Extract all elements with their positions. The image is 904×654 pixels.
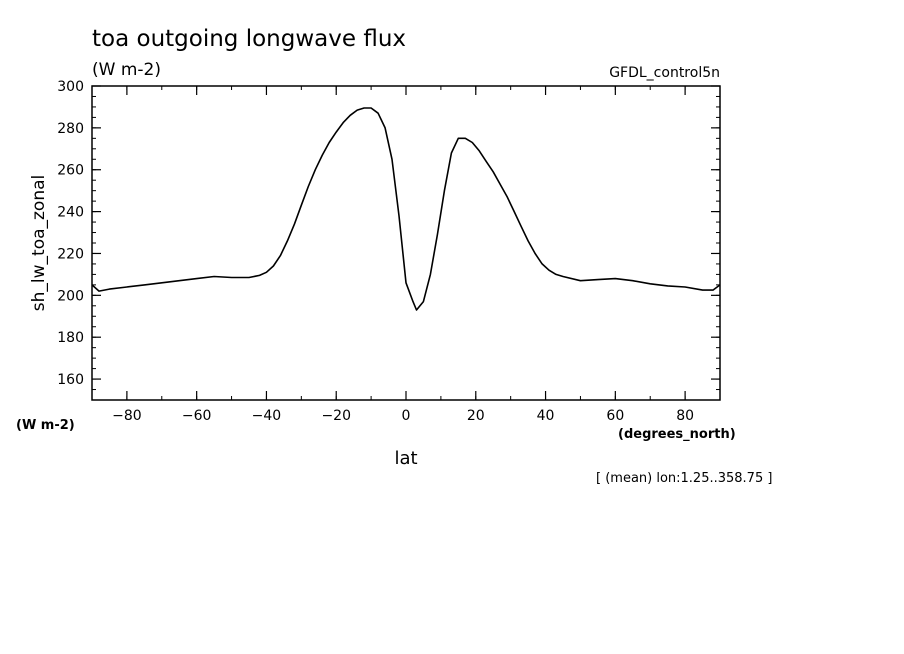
y-tick-label: 180 xyxy=(57,330,84,346)
y-ticks: 160 180 200 220 240 260 280 300 xyxy=(57,79,720,401)
x-ticks: −80 −60 −40 −20 0 20 40 60 80 xyxy=(91,86,721,424)
x-tick-label: −60 xyxy=(182,408,212,424)
x-axis-label: lat xyxy=(394,448,417,469)
chart-title: toa outgoing longwave flux xyxy=(92,26,406,52)
y-tick-label: 280 xyxy=(57,121,84,137)
x-tick-label: −80 xyxy=(112,408,142,424)
x-tick-label: 40 xyxy=(537,408,555,424)
series-line xyxy=(91,107,721,311)
y-tick-label: 240 xyxy=(57,205,84,221)
x-tick-label: 80 xyxy=(676,408,694,424)
y-tick-label: 200 xyxy=(57,288,84,304)
dataset-label: GFDL_control5n xyxy=(609,65,720,81)
y-tick-label: 220 xyxy=(57,246,84,262)
x-tick-label: 20 xyxy=(467,408,485,424)
y-axis-units: (W m-2) xyxy=(16,418,75,433)
x-tick-label: −20 xyxy=(321,408,351,424)
y-tick-label: 160 xyxy=(57,372,84,388)
x-axis-units: (degrees_north) xyxy=(618,427,736,442)
footnote: [ (mean) lon:1.25..358.75 ] xyxy=(596,471,772,486)
chart-units: (W m-2) xyxy=(92,60,161,80)
x-tick-label: 60 xyxy=(606,408,624,424)
x-tick-label: 0 xyxy=(402,408,411,424)
y-tick-label: 260 xyxy=(57,163,84,179)
x-tick-label: −40 xyxy=(252,408,282,424)
y-axis-label: sh_lw_toa_zonal xyxy=(29,175,49,311)
y-tick-label: 300 xyxy=(57,79,84,95)
plot-frame xyxy=(91,85,721,401)
